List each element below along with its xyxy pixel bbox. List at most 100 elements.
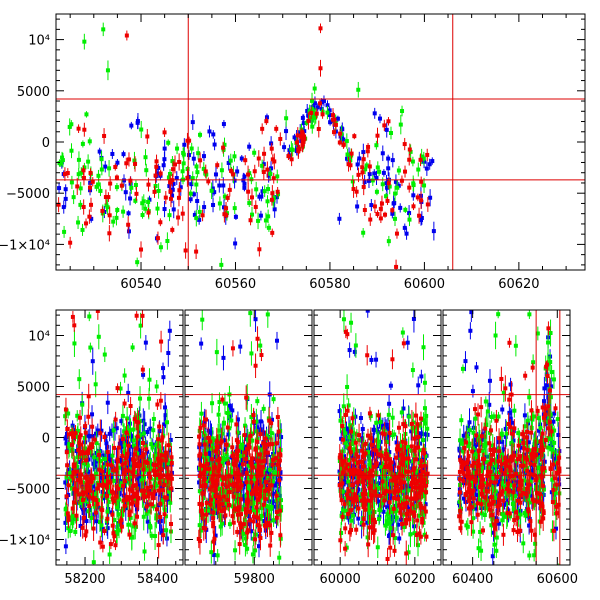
data-point — [244, 395, 249, 400]
data-point — [112, 445, 117, 450]
data-point — [253, 548, 258, 553]
data-point — [149, 442, 154, 447]
segment-plot-area — [196, 310, 284, 565]
data-point — [97, 149, 102, 154]
data-point — [215, 163, 220, 168]
data-point — [198, 425, 203, 430]
data-point — [76, 126, 81, 131]
data-point — [199, 502, 204, 507]
data-point — [251, 465, 256, 470]
data-point — [407, 185, 412, 190]
data-point — [226, 160, 231, 165]
data-point — [112, 518, 117, 523]
data-point — [157, 424, 162, 429]
data-point — [169, 486, 174, 491]
data-point — [233, 241, 238, 246]
data-point — [227, 490, 232, 495]
data-point — [269, 166, 274, 171]
data-point — [94, 441, 99, 446]
data-point — [158, 220, 163, 225]
data-point — [256, 156, 261, 161]
data-point — [342, 474, 347, 479]
data-point — [140, 313, 145, 318]
data-point — [269, 141, 274, 146]
data-point — [161, 366, 166, 371]
data-point — [81, 480, 86, 485]
data-point — [248, 460, 253, 465]
data-point — [105, 526, 110, 531]
data-point — [275, 195, 280, 200]
data-point — [149, 502, 154, 507]
data-point — [384, 127, 389, 132]
data-point — [213, 533, 218, 538]
data-point — [113, 490, 118, 495]
data-point — [402, 225, 407, 230]
data-point — [231, 494, 236, 499]
data-point — [407, 211, 412, 216]
data-point — [270, 191, 275, 196]
data-point — [241, 522, 246, 527]
data-point — [135, 434, 140, 439]
data-point — [406, 506, 411, 511]
data-point — [138, 475, 143, 480]
data-point — [259, 419, 264, 424]
data-point — [242, 174, 247, 179]
data-point — [129, 464, 134, 469]
data-point — [387, 184, 392, 189]
data-point — [217, 428, 222, 433]
data-point — [87, 139, 92, 144]
data-point — [76, 172, 81, 177]
data-point — [260, 513, 265, 518]
data-point — [80, 449, 85, 454]
data-point — [386, 166, 391, 171]
data-point — [372, 428, 377, 433]
data-point — [366, 144, 371, 149]
data-point — [93, 382, 98, 387]
data-point — [262, 189, 267, 194]
data-point — [244, 470, 249, 475]
data-point — [215, 445, 220, 450]
data-point — [194, 216, 199, 221]
data-point — [129, 123, 134, 128]
data-point — [301, 121, 306, 126]
data-point — [228, 158, 233, 163]
data-point — [237, 542, 242, 547]
data-point — [83, 424, 88, 429]
data-point — [156, 165, 161, 170]
data-point — [120, 436, 125, 441]
data-point — [110, 453, 115, 458]
data-point — [201, 496, 206, 501]
data-point — [208, 497, 213, 502]
data-point — [121, 178, 126, 183]
data-point — [200, 442, 205, 447]
data-point — [386, 239, 391, 244]
data-point — [155, 402, 160, 407]
data-point — [173, 162, 178, 167]
data-point — [263, 489, 268, 494]
data-point — [270, 457, 275, 462]
data-point — [141, 372, 146, 377]
data-point — [166, 351, 171, 356]
data-point — [196, 536, 201, 541]
data-point — [134, 313, 139, 318]
data-point — [87, 314, 92, 319]
data-point — [74, 513, 79, 518]
data-point — [319, 107, 324, 112]
data-point — [57, 186, 62, 191]
data-point — [385, 185, 390, 190]
data-point — [249, 529, 254, 534]
data-point — [224, 484, 229, 489]
data-point — [114, 529, 119, 534]
data-point — [199, 411, 204, 416]
data-point — [242, 517, 247, 522]
data-point — [394, 440, 399, 445]
data-point — [89, 216, 94, 221]
data-point — [271, 491, 276, 496]
data-point — [212, 507, 217, 512]
data-point — [213, 172, 218, 177]
data-point — [267, 467, 272, 472]
data-point — [264, 119, 269, 124]
data-point — [261, 451, 266, 456]
data-point — [100, 469, 105, 474]
data-point — [155, 236, 160, 241]
